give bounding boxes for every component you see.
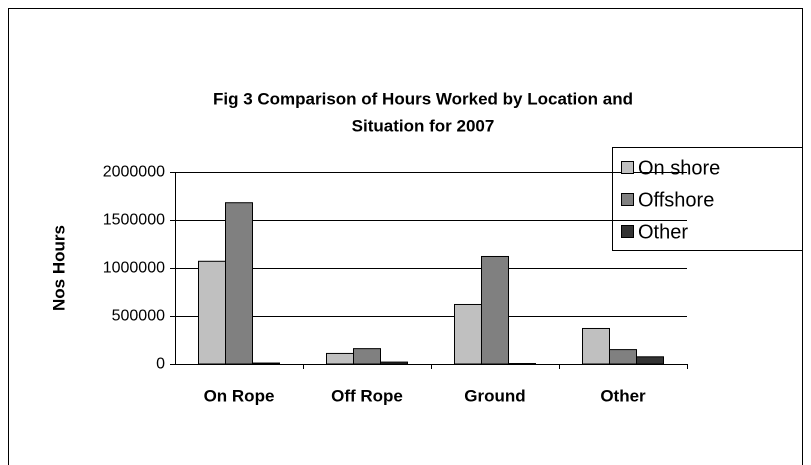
chart-title: Situation for 2007 <box>352 116 495 135</box>
x-tick-label: On Rope <box>204 386 275 405</box>
y-tick-label: 0 <box>156 356 165 373</box>
bar <box>481 255 509 365</box>
bar <box>225 202 253 365</box>
x-tick-label: Ground <box>464 386 525 405</box>
y-tick-label: 2000000 <box>103 164 165 181</box>
x-tick-label: Off Rope <box>331 386 403 405</box>
y-axis-label: Nos Hours <box>49 225 68 311</box>
legend-label: On shore <box>638 157 720 179</box>
y-tick-label: 1500000 <box>103 212 165 229</box>
bar <box>198 260 226 365</box>
bar <box>582 327 610 365</box>
bar <box>380 361 408 365</box>
bar <box>609 349 637 365</box>
legend-label: Offshore <box>638 189 714 211</box>
legend-swatch <box>621 225 634 238</box>
legend-label: Other <box>638 221 688 243</box>
bar <box>353 348 381 365</box>
chart-title: Fig 3 Comparison of Hours Worked by Loca… <box>213 89 633 108</box>
bar <box>636 356 664 365</box>
y-tick-label: 500000 <box>112 308 165 325</box>
x-tick-label: Other <box>600 386 646 405</box>
y-tick-label: 1000000 <box>103 260 165 277</box>
legend-swatch <box>621 193 634 206</box>
bar <box>454 303 482 365</box>
bar <box>252 362 280 365</box>
legend-swatch <box>621 161 634 174</box>
legend <box>612 147 803 251</box>
bar <box>326 352 354 365</box>
